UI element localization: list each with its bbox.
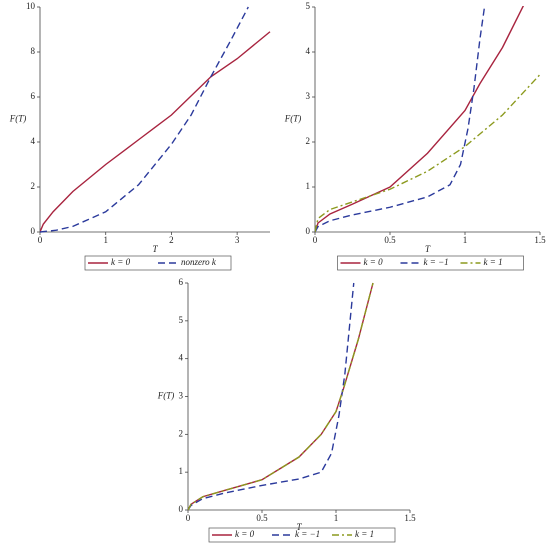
x-axis-label: T (425, 244, 431, 254)
legend-box (337, 255, 524, 271)
series-line (188, 282, 374, 511)
subplot: 0 1 2 3 0 2 4 6 8 10 T F(T) k = 0 nonzero k (9, 1, 271, 271)
legend-label: k = 0 (364, 257, 384, 267)
x-tick-label: 0.5 (384, 235, 396, 245)
y-tick-label: 0 (306, 226, 311, 236)
legend-label: k = 0 (111, 257, 131, 267)
plot-area (40, 6, 271, 233)
y-tick-label: 2 (179, 428, 184, 438)
legend-label: k = 1 (355, 529, 374, 539)
x-tick-label: 0.5 (256, 513, 268, 523)
x-tick-label: 1 (334, 513, 339, 523)
y-tick-label: 4 (306, 46, 311, 56)
x-axis-label: T (296, 522, 302, 532)
series-line (188, 282, 374, 511)
y-tick-label: 5 (179, 315, 184, 325)
legend-label: k = −1 (424, 257, 449, 267)
series-line (315, 6, 486, 233)
series-line (40, 6, 249, 233)
y-tick-label: 1 (306, 181, 311, 191)
series-line (188, 282, 355, 511)
plot-area (315, 6, 541, 233)
y-tick-label: 2 (31, 181, 36, 191)
y-tick-label: 6 (31, 91, 36, 101)
y-tick-label: 5 (306, 1, 311, 11)
y-tick-label: 10 (26, 1, 36, 11)
series-line (315, 74, 541, 233)
x-tick-label: 3 (235, 235, 240, 245)
legend-box (208, 527, 396, 543)
legend-label: k = 1 (484, 257, 503, 267)
y-tick-label: 0 (179, 504, 184, 514)
x-tick-label: 0 (313, 235, 318, 245)
x-tick-label: 2 (169, 235, 174, 245)
y-axis-label: F(T) (284, 114, 302, 124)
subplot: 0 0.5 1 1.5 0 1 2 3 4 5 T F(T) k = 0 k = −1 k = 1 (284, 1, 546, 271)
x-tick-label: 1.5 (534, 235, 546, 245)
y-tick-label: 3 (179, 391, 184, 401)
x-tick-label: 0 (186, 513, 191, 523)
y-tick-label: 8 (31, 46, 36, 56)
y-tick-label: 0 (31, 226, 36, 236)
series-line (315, 6, 525, 233)
y-tick-label: 2 (306, 136, 311, 146)
y-axis-label: F(T) (157, 391, 175, 401)
x-tick-label: 1 (463, 235, 468, 245)
legend-box (84, 255, 232, 271)
y-tick-label: 6 (179, 277, 184, 287)
legend-label: k = −1 (295, 529, 320, 539)
legend-label: nonzero k (181, 257, 217, 267)
y-tick-label: 4 (179, 353, 184, 363)
y-tick-label: 4 (31, 136, 36, 146)
x-tick-label: 1 (103, 235, 108, 245)
plot-area (188, 282, 374, 511)
x-tick-label: 0 (38, 235, 43, 245)
y-tick-label: 3 (306, 91, 311, 101)
y-axis-label: F(T) (9, 114, 27, 124)
x-tick-label: 1.5 (404, 513, 416, 523)
x-axis-label: T (152, 244, 158, 254)
subplot: 0 0.5 1 1.5 0 1 2 3 4 5 6 T F(T) k = 0 k = −1 k = 1 (157, 277, 416, 543)
legend-label: k = 0 (235, 529, 255, 539)
series-line (40, 31, 271, 233)
y-tick-label: 1 (179, 466, 184, 476)
